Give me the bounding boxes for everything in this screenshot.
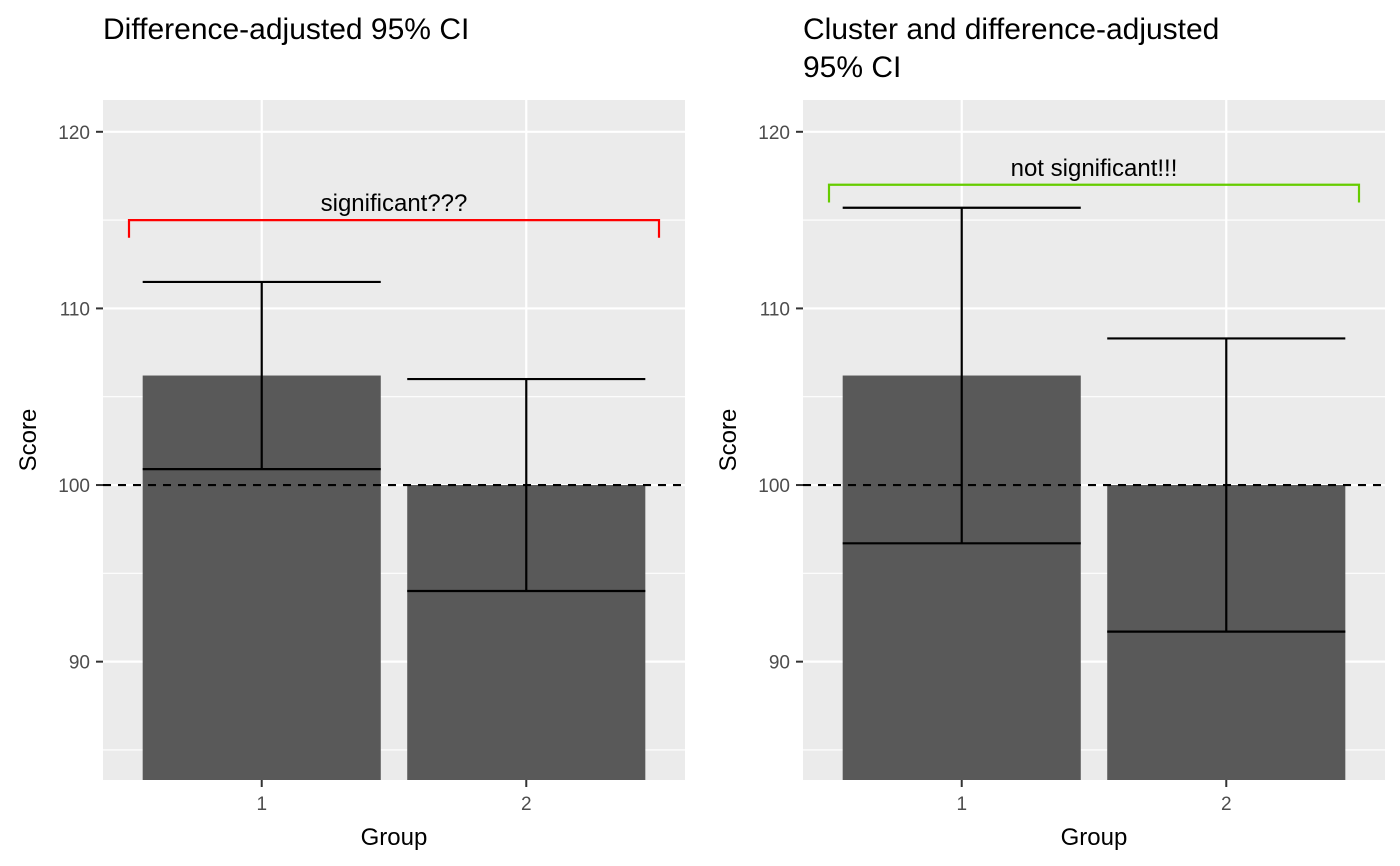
y-tick-label: 90 <box>69 653 90 674</box>
chart-title-line: 95% CI <box>803 51 901 84</box>
x-tick-label: 1 <box>256 794 267 815</box>
x-tick-label: 2 <box>521 794 532 815</box>
significance-label: significant??? <box>321 190 468 217</box>
y-tick-label: 90 <box>769 653 790 674</box>
x-axis-title: Group <box>1061 824 1128 851</box>
chart-title: Cluster and difference-adjusted 95% CI <box>803 13 1219 84</box>
x-tick-label: 2 <box>1221 794 1232 815</box>
chart-panel-2: not significant!!! 90 100 110 120 1 2 Group Scor… <box>715 13 1385 851</box>
significance-bracket <box>827 183 1361 203</box>
y-tick-label: 110 <box>60 299 90 320</box>
chart-title-line: Cluster and difference-adjusted <box>803 13 1219 46</box>
chart-panel-1: significant??? 90 100 110 120 1 2 Group Score Dif… <box>15 13 685 851</box>
error-bar-group-1 <box>842 206 1081 545</box>
error-bar-group-2 <box>407 377 646 593</box>
y-tick-label: 110 <box>760 299 790 320</box>
chart-title: Difference-adjusted 95% CI <box>103 13 469 46</box>
x-tick-label: 1 <box>956 794 967 815</box>
error-bar-group-1 <box>142 280 381 471</box>
y-tick-label: 120 <box>758 123 790 144</box>
significance-bracket <box>127 219 661 238</box>
y-axis-title: Score <box>15 409 42 472</box>
significance-label: not significant!!! <box>1011 155 1178 182</box>
error-bar-group-2 <box>1107 337 1346 633</box>
chart-title-line: Difference-adjusted 95% CI <box>103 13 469 46</box>
y-axis-title: Score <box>715 409 742 472</box>
y-tick-label: 100 <box>58 476 90 497</box>
y-tick-label: 100 <box>758 476 790 497</box>
x-axis-title: Group <box>361 824 428 851</box>
y-tick-label: 120 <box>58 123 90 144</box>
